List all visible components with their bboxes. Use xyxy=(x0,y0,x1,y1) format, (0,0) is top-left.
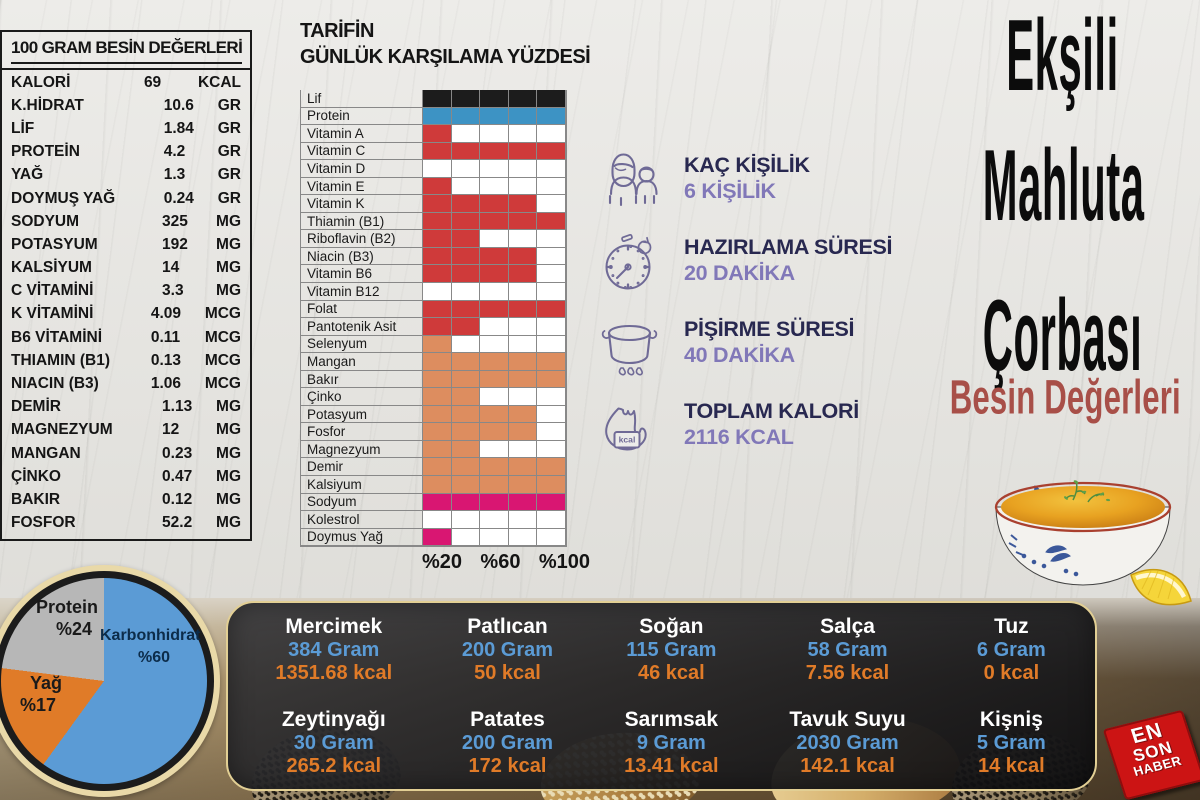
svg-text:kcal: kcal xyxy=(619,434,636,444)
